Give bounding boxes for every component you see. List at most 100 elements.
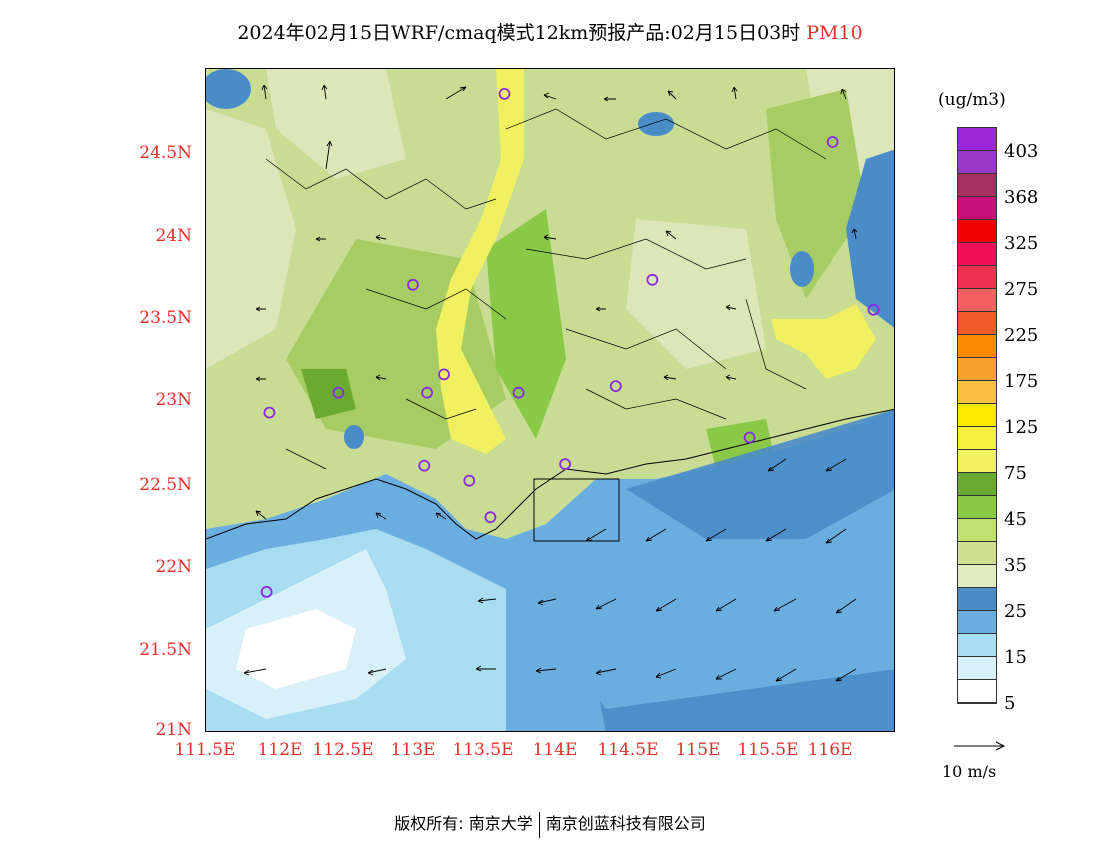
legend-swatch bbox=[958, 151, 996, 174]
wind-arrow bbox=[825, 528, 847, 544]
station-marker bbox=[826, 136, 839, 148]
wind-arrow bbox=[825, 458, 847, 472]
y-tick-label: 23.5N bbox=[139, 308, 192, 328]
y-tick-label: 21N bbox=[155, 720, 192, 740]
x-tick-label: 112E bbox=[257, 740, 303, 760]
legend-swatch bbox=[958, 174, 996, 197]
y-tick-label: 23N bbox=[155, 390, 192, 410]
x-tick-label: 111.5E bbox=[174, 740, 236, 760]
wind-arrow bbox=[715, 668, 737, 680]
wind-arrow bbox=[603, 96, 616, 102]
station-marker bbox=[332, 386, 345, 399]
legend-swatch bbox=[958, 450, 996, 473]
wind-arrow bbox=[321, 84, 328, 100]
wind-arrow bbox=[773, 598, 797, 612]
wind-arrow bbox=[851, 228, 858, 240]
station-marker bbox=[418, 459, 431, 472]
legend-swatch bbox=[958, 657, 996, 680]
legend-label: 175 bbox=[1004, 371, 1039, 392]
legend-swatch bbox=[958, 473, 996, 496]
wind-arrow bbox=[543, 234, 557, 241]
wind-arrow bbox=[595, 598, 617, 610]
wind-arrow bbox=[255, 510, 267, 520]
station-marker bbox=[484, 511, 497, 524]
copyright-left: 版权所有: 南京大学 bbox=[394, 814, 533, 833]
wind-arrow bbox=[655, 598, 677, 612]
wind-arrow bbox=[840, 88, 847, 100]
legend-swatch bbox=[958, 381, 996, 404]
legend-swatch bbox=[958, 588, 996, 611]
station-marker bbox=[743, 431, 756, 444]
legend-swatch bbox=[958, 289, 996, 312]
legend-swatch bbox=[958, 542, 996, 565]
legend-swatch bbox=[958, 611, 996, 634]
wind-arrow bbox=[585, 528, 607, 542]
wind-arrow bbox=[835, 598, 857, 614]
land-mid-region bbox=[486, 209, 566, 439]
legend-swatch bbox=[958, 312, 996, 335]
land-low-region bbox=[626, 219, 766, 369]
legend-swatch bbox=[958, 519, 996, 542]
legend-label: 75 bbox=[1004, 463, 1027, 484]
wind-arrow bbox=[665, 230, 677, 240]
wind-arrow bbox=[435, 512, 447, 520]
map-canvas bbox=[206, 69, 894, 731]
wind-arrow bbox=[537, 598, 557, 606]
legend-label: 368 bbox=[1004, 187, 1039, 208]
admin-boundaries bbox=[265, 108, 827, 470]
legend-swatch bbox=[958, 427, 996, 450]
wind-arrow bbox=[767, 458, 787, 472]
station-marker bbox=[646, 273, 659, 286]
legend-swatch bbox=[958, 197, 996, 220]
copyright-footer: 版权所有: 南京大学 南京创蓝科技有限公司 bbox=[0, 810, 1100, 838]
wind-arrow bbox=[477, 597, 497, 604]
station-marker bbox=[867, 303, 880, 316]
water-body bbox=[638, 112, 674, 136]
y-tick-label: 21.5N bbox=[139, 640, 192, 660]
wind-arrow bbox=[367, 668, 387, 676]
y-tick-label: 24N bbox=[155, 226, 192, 246]
station-marker bbox=[421, 386, 434, 399]
land-low-region bbox=[206, 109, 296, 369]
wind-arrow bbox=[375, 234, 387, 241]
station-marker bbox=[559, 458, 572, 471]
wind-arrow bbox=[667, 90, 677, 100]
x-tick-label: 115E bbox=[675, 740, 721, 760]
wind-arrow bbox=[375, 512, 387, 520]
wind-arrow bbox=[325, 140, 333, 170]
wind-arrow bbox=[731, 86, 738, 100]
copyright-separator bbox=[538, 811, 540, 838]
wind-arrow bbox=[765, 528, 787, 542]
land-high-region bbox=[301, 369, 356, 419]
water-body bbox=[846, 149, 894, 328]
legend-label: 15 bbox=[1004, 647, 1027, 668]
station-marker bbox=[260, 586, 273, 598]
legend-swatch bbox=[958, 358, 996, 381]
wind-key-arrow-icon bbox=[954, 741, 1006, 751]
station-marker bbox=[263, 406, 276, 419]
legend-label: 35 bbox=[1004, 555, 1027, 576]
legend-label: 25 bbox=[1004, 601, 1027, 622]
legend-label: 45 bbox=[1004, 509, 1027, 530]
title-pollutant: PM10 bbox=[806, 22, 863, 44]
station-marker bbox=[407, 278, 419, 291]
x-tick-label: 113E bbox=[390, 740, 436, 760]
wind-arrow bbox=[543, 92, 557, 100]
wind-arrow bbox=[645, 528, 667, 542]
station-marker bbox=[609, 380, 622, 393]
legend-swatch bbox=[958, 634, 996, 657]
water-body bbox=[344, 425, 364, 449]
x-tick-label: 116E bbox=[807, 740, 853, 760]
wind-arrow bbox=[315, 236, 326, 242]
wind-arrow bbox=[705, 528, 727, 542]
map-title: 2024年02月15日WRF/cmaq模式12km预报产品:02月15日03时 P… bbox=[0, 18, 1100, 45]
wind-arrow bbox=[535, 667, 557, 674]
legend-label: 325 bbox=[1004, 233, 1039, 254]
wind-arrow bbox=[715, 598, 737, 612]
wind-arrow bbox=[663, 374, 677, 381]
wind-arrow bbox=[243, 668, 267, 676]
wind-arrow bbox=[475, 665, 496, 672]
station-marker bbox=[438, 368, 450, 381]
station-marker bbox=[463, 474, 476, 487]
coastline bbox=[206, 408, 894, 540]
